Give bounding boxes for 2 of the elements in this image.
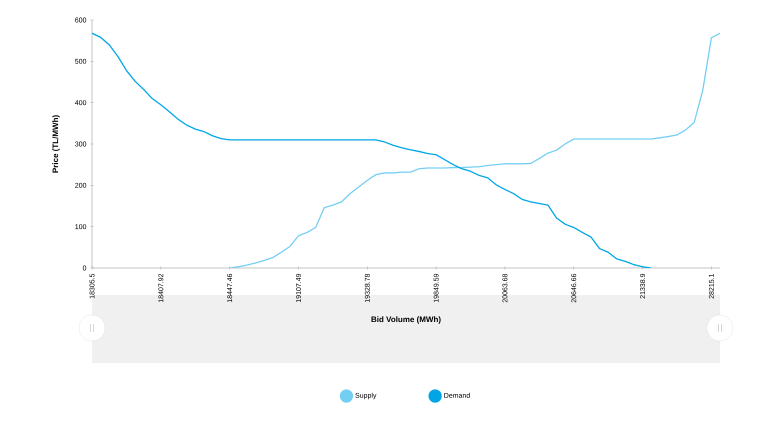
y-axis-title: Price (TL/MWh) [52, 115, 60, 173]
x-axis-title: Bid Volume (MWh) [372, 316, 441, 324]
